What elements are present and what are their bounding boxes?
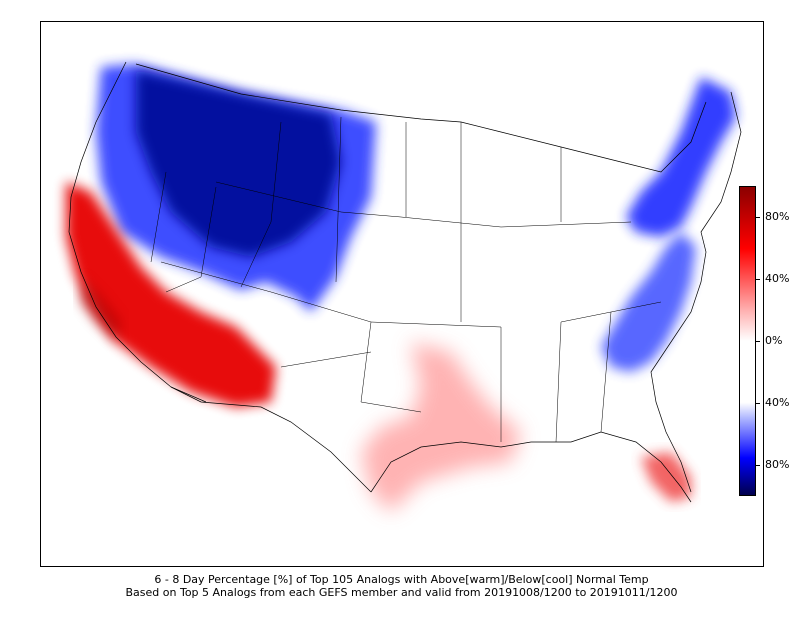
colorbar-tick-label: 0% [765,334,783,347]
region-south-florida-warm [641,452,691,502]
tick-mark [756,279,760,280]
us-canada-border [135,63,707,173]
colorbar-tick-label: 40% [765,272,790,285]
colorbar-tick-label: 80% [765,458,790,471]
region-california-southwest-warm [66,182,276,407]
colorbar-tick-label: 40% [765,396,790,409]
shading-layer [66,64,736,512]
region-mid-atlantic-southeast-cool [601,232,696,372]
tick-mark [756,217,760,218]
region-texas-gulf-coast-warm [361,342,521,512]
state-lines [150,116,662,443]
tick-mark [756,341,760,342]
caption-line-2: Based on Top 5 Analogs from each GEFS me… [125,586,678,599]
tick-mark [756,465,760,466]
caption-line-1: 6 - 8 Day Percentage [%] of Top 105 Anal… [154,573,649,586]
gulf-coastline [370,431,692,503]
colorbar [739,186,756,496]
borders-layer [68,61,742,503]
region-northern-core-cool [136,70,341,257]
tick-mark [756,403,760,404]
east-coastline [650,91,742,493]
region-northeast-cool [626,77,736,237]
mexico-border [170,386,372,493]
conus-analog-map [66,61,742,512]
colorbar-tick-label: 80% [765,210,790,223]
region-california-core-warm [81,277,121,342]
west-coastline [68,61,207,403]
map-panel [40,21,764,567]
